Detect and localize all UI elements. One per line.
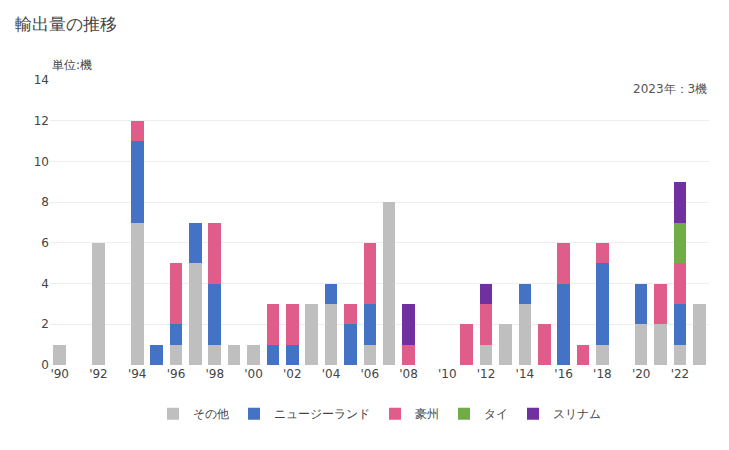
svg-text:'18: '18 <box>593 367 612 381</box>
svg-text:タイ: タイ <box>484 407 508 421</box>
svg-text:'96: '96 <box>167 367 186 381</box>
svg-text:'16: '16 <box>554 367 573 381</box>
svg-text:'92: '92 <box>89 367 108 381</box>
svg-text:'20: '20 <box>632 367 651 381</box>
svg-text:豪州: 豪州 <box>415 407 439 421</box>
svg-text:'22: '22 <box>671 367 690 381</box>
svg-text:0: 0 <box>41 358 49 372</box>
svg-text:2023年：3機: 2023年：3機 <box>633 82 707 96</box>
svg-text:'94: '94 <box>128 367 147 381</box>
svg-text:10: 10 <box>34 155 49 169</box>
svg-text:'02: '02 <box>283 367 302 381</box>
svg-text:ニュージーランド: ニュージーランド <box>274 407 370 421</box>
svg-text:スリナム: スリナム <box>553 407 601 421</box>
svg-text:6: 6 <box>41 236 49 250</box>
svg-text:'00: '00 <box>244 367 263 381</box>
svg-text:'10: '10 <box>438 367 457 381</box>
svg-text:2: 2 <box>41 317 49 331</box>
svg-text:'90: '90 <box>50 367 69 381</box>
svg-text:輸出量の推移: 輸出量の推移 <box>15 14 117 34</box>
svg-text:単位:機: 単位:機 <box>52 58 92 72</box>
svg-text:12: 12 <box>34 114 49 128</box>
svg-text:'98: '98 <box>205 367 224 381</box>
svg-text:14: 14 <box>34 73 49 87</box>
svg-text:'12: '12 <box>477 367 496 381</box>
svg-text:その他: その他 <box>193 407 229 421</box>
svg-text:'14: '14 <box>516 367 535 381</box>
svg-text:'06: '06 <box>361 367 380 381</box>
svg-text:'08: '08 <box>399 367 418 381</box>
svg-text:8: 8 <box>41 195 49 209</box>
svg-text:'04: '04 <box>322 367 341 381</box>
svg-text:4: 4 <box>41 277 49 291</box>
